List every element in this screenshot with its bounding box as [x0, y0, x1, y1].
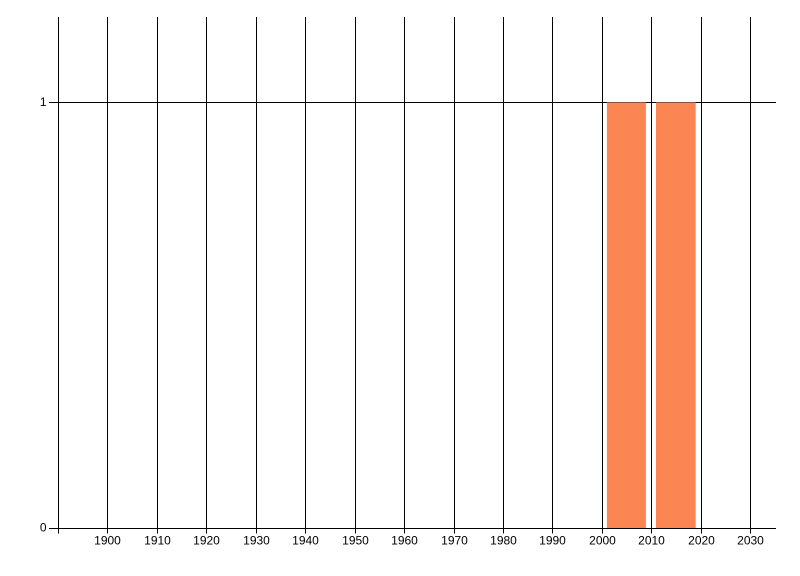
svg-text:2000: 2000: [589, 534, 616, 548]
svg-text:2030: 2030: [737, 534, 764, 548]
svg-text:1900: 1900: [94, 534, 121, 548]
svg-text:1990: 1990: [539, 534, 566, 548]
svg-text:2020: 2020: [688, 534, 715, 548]
svg-text:1910: 1910: [144, 534, 171, 548]
svg-text:1980: 1980: [490, 534, 517, 548]
svg-text:1920: 1920: [193, 534, 220, 548]
svg-text:1970: 1970: [441, 534, 468, 548]
svg-text:2010: 2010: [638, 534, 665, 548]
svg-text:1960: 1960: [391, 534, 418, 548]
svg-text:1950: 1950: [342, 534, 369, 548]
svg-text:0: 0: [40, 520, 47, 534]
svg-text:1940: 1940: [292, 534, 319, 548]
svg-text:1930: 1930: [243, 534, 270, 548]
svg-text:1: 1: [40, 95, 47, 109]
